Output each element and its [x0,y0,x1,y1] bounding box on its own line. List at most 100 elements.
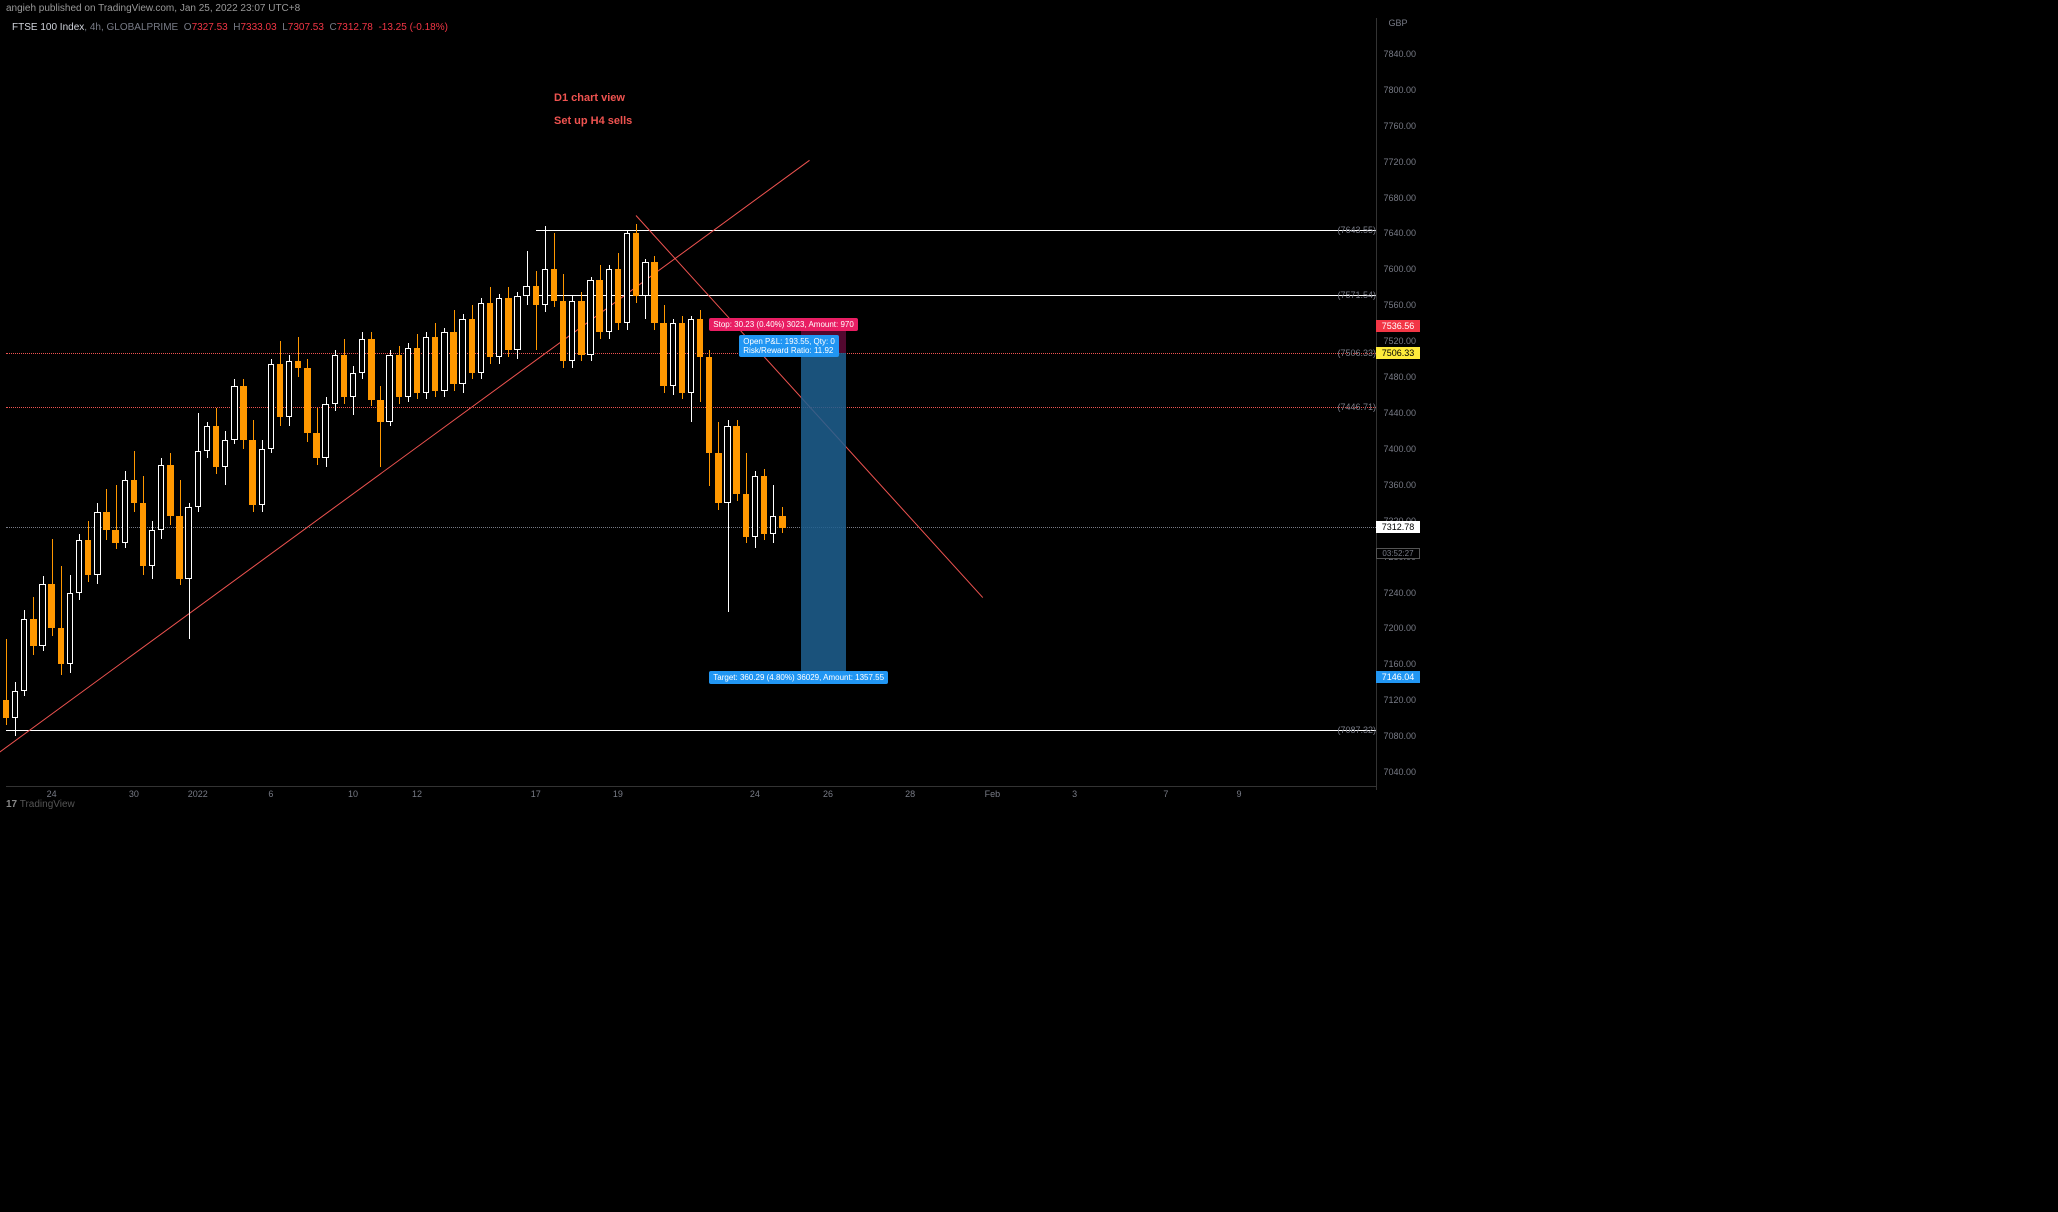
candle-body[interactable] [131,480,137,502]
candle-body[interactable] [259,449,265,505]
candle-body[interactable] [469,319,475,373]
candle-body[interactable] [21,619,27,691]
candle-body[interactable] [204,426,210,450]
candle-body[interactable] [569,301,575,361]
candle-body[interactable] [633,233,639,296]
candle-body[interactable] [478,303,484,372]
candle-body[interactable] [103,512,109,530]
candle-body[interactable] [487,303,493,357]
candle-body[interactable] [688,319,694,394]
candle-body[interactable] [240,386,246,440]
x-tick: 12 [412,789,422,799]
candle-body[interactable] [542,269,548,305]
candle-body[interactable] [405,348,411,396]
candle-body[interactable] [642,262,648,296]
price-pill: 7536.56 [1376,320,1420,332]
candle-body[interactable] [578,301,584,355]
candle-body[interactable] [85,540,91,574]
candle-body[interactable] [3,700,9,718]
candle-body[interactable] [332,355,338,404]
candle-body[interactable] [514,296,520,350]
chart-annotation[interactable]: D1 chart view [554,92,625,104]
price-plot[interactable]: (7643.55)(7571.54)(7506.33)(7446.71)(708… [6,18,1376,790]
candle-body[interactable] [341,355,347,397]
candle-body[interactable] [523,286,529,297]
candle-body[interactable] [496,298,502,357]
candle-body[interactable] [222,440,228,467]
candle-body[interactable] [551,269,557,300]
candle-body[interactable] [386,355,392,422]
x-tick: 19 [613,789,623,799]
risk-target-zone[interactable] [801,353,847,676]
candle-body[interactable] [249,440,255,505]
candle-body[interactable] [368,339,374,399]
candle-body[interactable] [660,323,666,386]
candle-body[interactable] [322,404,328,458]
candle-body[interactable] [679,323,685,393]
candle-body[interactable] [450,332,456,384]
candle-body[interactable] [304,368,310,433]
candle-body[interactable] [48,584,54,629]
candle-body[interactable] [733,426,739,493]
candle-body[interactable] [76,540,82,592]
candle-body[interactable] [505,298,511,350]
candle-body[interactable] [459,319,465,385]
candle-body[interactable] [377,400,383,422]
candle-body[interactable] [587,280,593,355]
candle-body[interactable] [58,628,64,664]
candle-body[interactable] [706,357,712,453]
price-pill: 7506.33 [1376,347,1420,359]
candle-body[interactable] [213,426,219,466]
candle-body[interactable] [596,280,602,332]
candle-body[interactable] [761,476,767,534]
candle-body[interactable] [715,453,721,502]
candle-body[interactable] [441,332,447,390]
candle-body[interactable] [615,269,621,323]
candle-body[interactable] [277,364,283,418]
candle-body[interactable] [195,451,201,508]
candle-body[interactable] [140,503,146,566]
candle-body[interactable] [533,286,539,306]
candle-body[interactable] [12,691,18,718]
candle-body[interactable] [560,301,566,361]
candle-body[interactable] [149,530,155,566]
candle-body[interactable] [94,512,100,575]
candle-body[interactable] [67,593,73,665]
candle-body[interactable] [167,465,173,516]
candle-body[interactable] [724,426,730,502]
candle-body[interactable] [295,361,301,368]
y-tick: 7760.00 [1383,121,1416,131]
candle-body[interactable] [651,262,657,323]
candle-body[interactable] [350,373,356,397]
candle-body[interactable] [752,476,758,537]
candle-body[interactable] [158,465,164,530]
chart-annotation[interactable]: Set up H4 sells [554,115,632,127]
candle-body[interactable] [112,530,118,543]
candle-body[interactable] [122,480,128,543]
candle-body[interactable] [624,233,630,323]
horizontal-line[interactable]: (7087.32) [6,730,1376,731]
horizontal-line[interactable]: (7643.55) [536,230,1376,231]
candle-body[interactable] [286,361,292,418]
candle-body[interactable] [423,337,429,394]
candle-body[interactable] [606,269,612,332]
candle-body[interactable] [176,516,182,579]
candle-body[interactable] [39,584,45,647]
candle-body[interactable] [313,433,319,458]
candle-body[interactable] [670,323,676,386]
horizontal-line[interactable]: (7571.54) [536,295,1376,296]
candle-body[interactable] [779,516,785,528]
candle-body[interactable] [697,319,703,358]
horizontal-line[interactable] [6,527,1376,528]
candle-body[interactable] [743,494,749,537]
candle-body[interactable] [30,619,36,646]
candle-body[interactable] [432,337,438,391]
candle-body[interactable] [231,386,237,440]
candle-body[interactable] [414,348,420,393]
candle-body[interactable] [359,339,365,372]
candle-body[interactable] [185,507,191,579]
candle-body[interactable] [396,355,402,397]
candle-body[interactable] [268,364,274,449]
trend-line[interactable] [0,160,810,775]
candle-body[interactable] [770,516,776,534]
